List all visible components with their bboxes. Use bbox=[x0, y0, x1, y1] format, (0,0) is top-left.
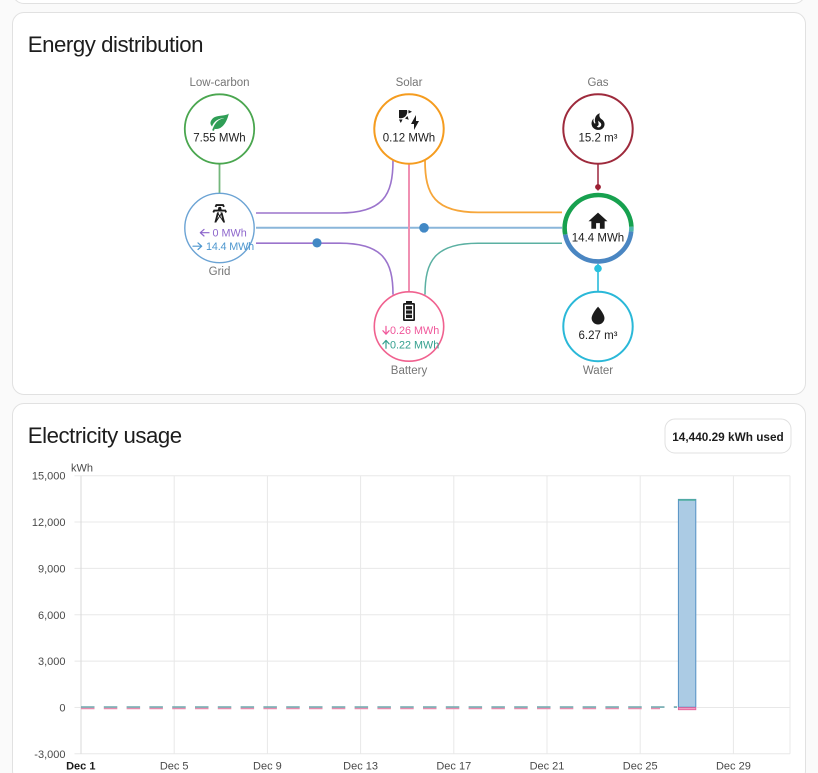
svg-text:3,000: 3,000 bbox=[38, 656, 66, 668]
svg-text:Dec 1: Dec 1 bbox=[66, 761, 95, 773]
svg-text:Dec 17: Dec 17 bbox=[436, 761, 471, 773]
svg-text:0: 0 bbox=[59, 702, 65, 714]
svg-text:Solar: Solar bbox=[396, 77, 423, 89]
svg-text:15.2 m³: 15.2 m³ bbox=[579, 133, 618, 145]
svg-text:Dec 9: Dec 9 bbox=[253, 761, 282, 773]
svg-text:Battery: Battery bbox=[391, 365, 428, 377]
svg-text:12,000: 12,000 bbox=[32, 517, 66, 529]
svg-text:0.26 MWh: 0.26 MWh bbox=[390, 325, 439, 337]
svg-text:0.12 MWh: 0.12 MWh bbox=[383, 133, 435, 145]
svg-text:Low-carbon: Low-carbon bbox=[189, 77, 249, 89]
svg-text:0.22 MWh: 0.22 MWh bbox=[390, 340, 439, 352]
svg-text:Dec 29: Dec 29 bbox=[716, 761, 751, 773]
svg-text:Dec 25: Dec 25 bbox=[623, 761, 658, 773]
svg-text:6,000: 6,000 bbox=[38, 610, 66, 622]
svg-text:14.4 MWh: 14.4 MWh bbox=[206, 241, 254, 253]
svg-text:Water: Water bbox=[583, 365, 613, 377]
svg-text:14,440.29 kWh used: 14,440.29 kWh used bbox=[672, 430, 783, 444]
svg-text:Electricity usage: Electricity usage bbox=[28, 423, 182, 448]
svg-text:6.27 m³: 6.27 m³ bbox=[579, 330, 618, 342]
svg-text:Gas: Gas bbox=[587, 77, 608, 89]
svg-text:7.55 MWh: 7.55 MWh bbox=[193, 133, 245, 145]
svg-text:9,000: 9,000 bbox=[38, 563, 66, 575]
svg-text:Dec 21: Dec 21 bbox=[530, 761, 565, 773]
svg-text:15,000: 15,000 bbox=[32, 471, 66, 483]
svg-text:Dec 13: Dec 13 bbox=[343, 761, 378, 773]
svg-text:Dec 5: Dec 5 bbox=[160, 761, 189, 773]
svg-text:Grid: Grid bbox=[209, 266, 231, 278]
svg-text:-3,000: -3,000 bbox=[34, 749, 65, 761]
svg-text:14.4 MWh: 14.4 MWh bbox=[572, 233, 624, 245]
svg-text:kWh: kWh bbox=[71, 463, 93, 475]
svg-text:Energy distribution: Energy distribution bbox=[28, 32, 203, 57]
svg-text:0 MWh: 0 MWh bbox=[213, 228, 247, 240]
